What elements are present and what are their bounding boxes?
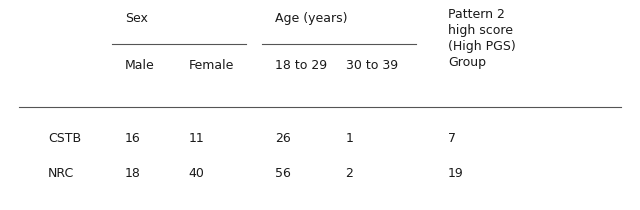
Text: Age (years): Age (years) — [275, 12, 348, 25]
Text: Sex: Sex — [125, 12, 148, 25]
Text: 16: 16 — [125, 132, 141, 145]
Text: 7: 7 — [448, 132, 456, 145]
Text: 56: 56 — [275, 167, 291, 180]
Text: Pattern 2
high score
(High PGS)
Group: Pattern 2 high score (High PGS) Group — [448, 8, 516, 69]
Text: 1: 1 — [346, 132, 353, 145]
Text: NRC: NRC — [48, 167, 74, 180]
Text: 18 to 29: 18 to 29 — [275, 59, 327, 72]
Text: Male: Male — [125, 59, 154, 72]
Text: 19: 19 — [448, 167, 464, 180]
Text: 40: 40 — [189, 167, 205, 180]
Text: CSTB: CSTB — [48, 132, 81, 145]
Text: Female: Female — [189, 59, 234, 72]
Text: 18: 18 — [125, 167, 141, 180]
Text: 26: 26 — [275, 132, 291, 145]
Text: 30 to 39: 30 to 39 — [346, 59, 397, 72]
Text: 2: 2 — [346, 167, 353, 180]
Text: 11: 11 — [189, 132, 205, 145]
